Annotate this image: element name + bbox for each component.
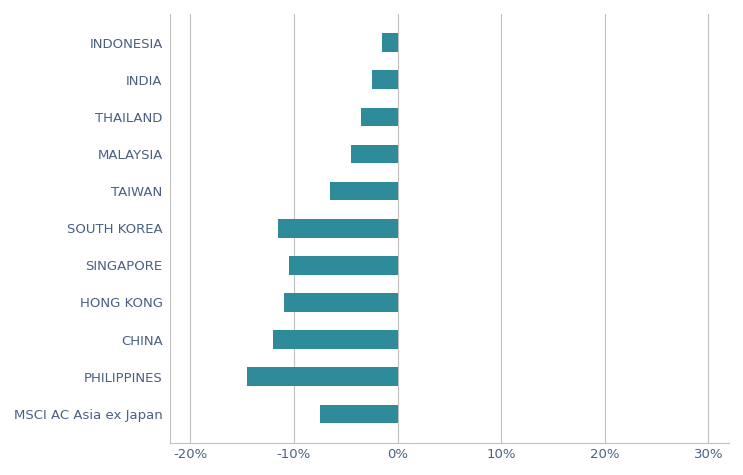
Bar [361,108,398,126]
Bar [247,367,398,386]
Bar [382,33,398,52]
Bar [289,256,398,275]
Bar [319,405,398,423]
Bar [279,219,398,238]
Bar [330,182,398,200]
Bar [273,330,398,349]
Bar [351,145,398,163]
Bar [372,70,398,89]
Bar [284,293,398,312]
